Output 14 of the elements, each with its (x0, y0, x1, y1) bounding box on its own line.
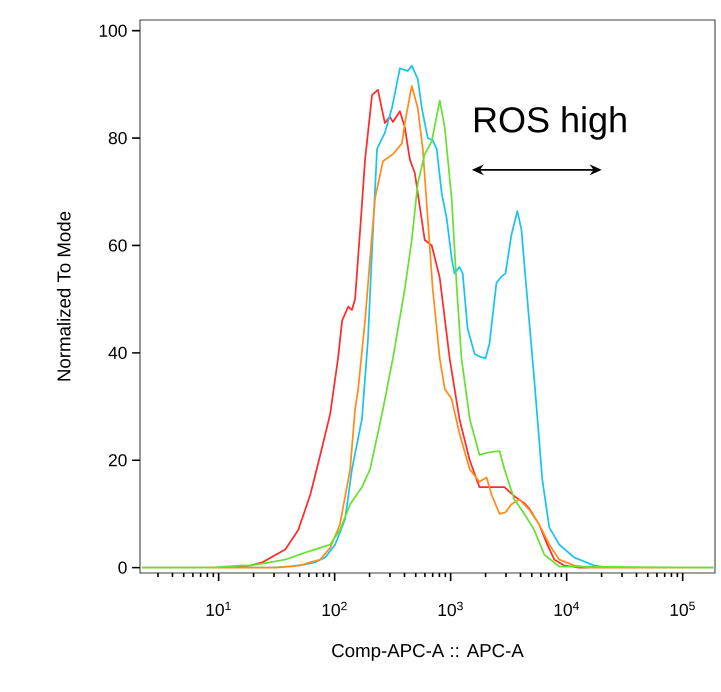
x-tick-label: 10$^{2}$ (322, 602, 347, 616)
y-tick-label: 60 (108, 239, 127, 252)
annotation: ROS high (474, 106, 626, 140)
x-tick-label: 10$^{3}$ (438, 602, 463, 616)
y-tick-label: 0 (118, 561, 127, 574)
x-tick-label: 10$^{4}$ (554, 602, 579, 616)
y-tick-label: 80 (108, 132, 127, 144)
y-tick-label: 40 (108, 346, 127, 359)
x-axis-title: Comp-APC-A :: APC-A (332, 644, 524, 661)
x-tick-label: 10$^{1}$ (206, 602, 231, 616)
x-tick-label: 10$^{5}$ (670, 602, 695, 616)
y-tick-label: 100 (100, 24, 127, 37)
y-axis-title: Normalized To Mode (56, 212, 71, 381)
y-tick-label: 20 (108, 454, 127, 466)
